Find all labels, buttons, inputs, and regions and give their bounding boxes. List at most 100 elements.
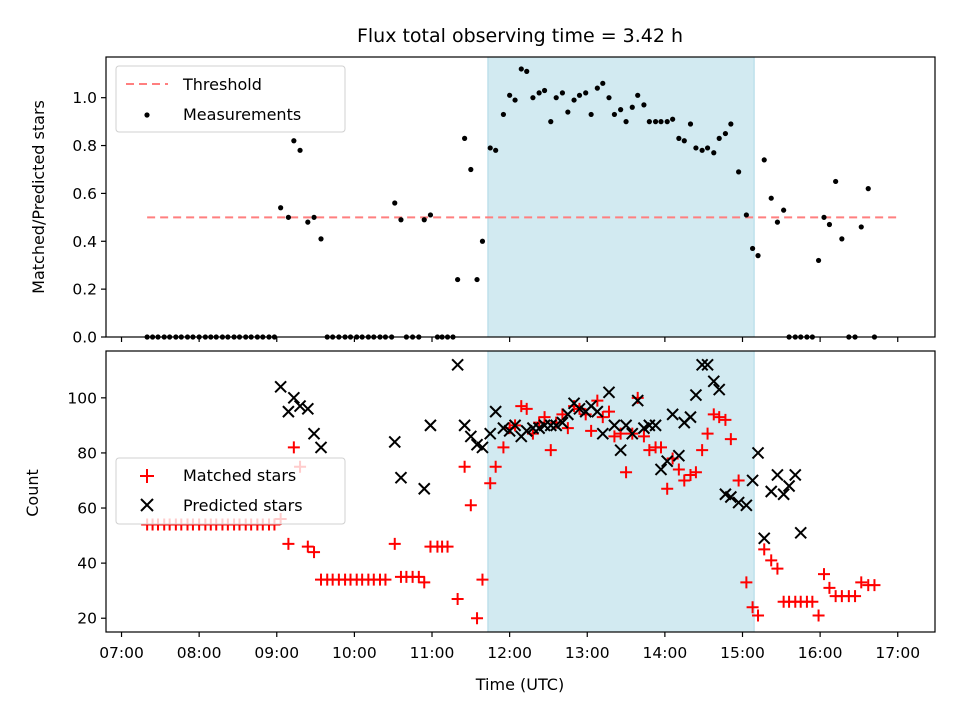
measurement-point [493,147,499,153]
measurement-point [297,147,303,153]
matched-star-point [515,400,528,413]
x-tick-label: 14:00 [643,644,688,662]
predicted-star-point [713,383,726,396]
predicted-star-point [654,463,668,476]
ratio-y-axis-label: Matched/Predicted stars [29,100,48,294]
ratio-y-tick-label: 0.8 [72,137,97,155]
predicted-star-point [765,485,778,498]
predicted-star-point [777,488,790,501]
matched-star-point [538,411,551,424]
predicted-star-point [758,532,771,545]
highlight-span [487,56,755,338]
measurement-point [629,104,635,110]
measurement-point [524,68,530,74]
matched-star-point [464,499,477,512]
measurement-point [285,214,292,220]
matched-star-point [661,482,674,495]
matched-star-point [823,581,836,594]
matched-star-point [308,546,321,559]
matched-star-point [441,540,454,553]
predicted-star-point [782,479,796,493]
measurement-point [278,205,284,211]
measurement-point [479,238,486,244]
measurement-point [693,145,699,151]
matched-star-point [868,579,881,592]
predicted-star-point [274,380,287,394]
matched-star-point [637,430,650,443]
measurement-point [311,214,317,220]
predicted-star-point [649,419,662,432]
predicted-star-point [476,441,489,454]
x-tick-label: 09:00 [254,644,299,662]
matched-star-point [849,590,862,603]
ratio-legend: Threshold Measurements [115,65,346,133]
predicted-star-point [489,405,502,418]
matched-star-point [620,466,633,479]
measurement-point [500,111,507,118]
matched-star-point [701,427,714,440]
predicted-star-point [794,526,807,540]
x-axis-label: Time (UTC) [475,675,564,694]
matched-star-point [724,433,737,446]
measurement-point [455,276,461,283]
measurement-point [774,219,781,225]
measurement-point [600,80,606,86]
measurement-point [641,102,647,108]
measurement-point [755,253,761,259]
matched-star-point [812,609,825,622]
measurement-point [736,169,742,175]
predicted-star-point [740,499,753,512]
measurement-point [618,107,624,113]
predicted-star-point [556,416,569,429]
measurement-point [664,119,670,125]
predicted-star-point [666,408,679,421]
predicted-star-point [631,394,644,407]
matched-star-point [746,601,759,614]
measurement-point [392,200,398,206]
matched-star-point [585,424,598,437]
predicted-star-point [497,421,510,435]
predicted-star-point [287,391,301,405]
predicted-star-point [626,427,639,440]
predicted-star-point [672,449,686,462]
matched-star-point [719,413,732,426]
matched-star-point [672,463,685,476]
matched-legend-label: Matched stars [183,466,296,485]
predicted-star-point [596,427,609,440]
predicted-star-point [293,399,307,413]
matched-star-point [765,554,778,567]
predicted-star-point [301,402,315,416]
matched-star-point [654,441,667,454]
matched-star-point [484,477,497,490]
matched-star-point [684,468,697,481]
measurement-point [611,111,618,118]
matched-star-point [458,460,471,473]
measurement-point [487,145,493,151]
x-tick-label: 17:00 [875,644,920,662]
measurement-point [588,111,594,118]
x-tick-label: 10:00 [332,644,377,662]
matched-star-point [758,543,771,556]
predicted-star-point [746,474,759,487]
measurement-point [699,147,705,153]
measurements-legend-marker [144,112,150,118]
matched-star-point [301,540,314,553]
predicted-star-point [619,419,633,432]
matched-star-point [752,609,765,622]
measurement-point [711,150,717,156]
predicted-star-point [660,454,674,468]
matched-legend-marker [140,469,154,483]
predicted-star-point [394,471,408,484]
count-y-tick-label: 80 [77,444,97,462]
predicted-star-point [701,358,714,371]
matched-star-point [707,408,720,421]
predicted-star-point [573,402,586,416]
measurement-point [749,245,756,252]
measurement-point [781,207,787,213]
predicted-star-point [484,427,497,440]
threshold-legend-label: Threshold [182,75,262,94]
predicted-star-point [549,419,563,432]
x-tick-label: 07:00 [99,644,144,662]
measurement-point [681,138,687,144]
